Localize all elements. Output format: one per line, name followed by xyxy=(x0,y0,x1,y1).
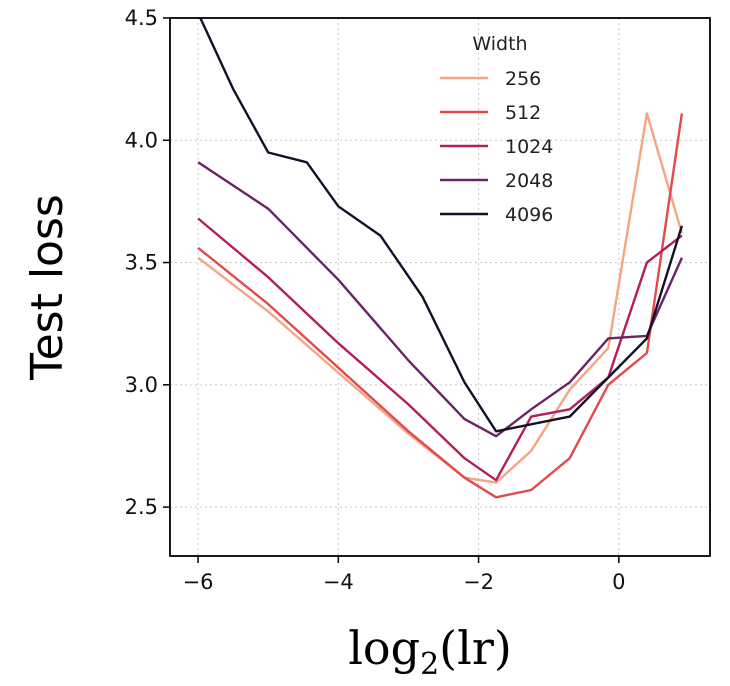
plot-frame xyxy=(169,17,711,557)
y-tick-label: 3.5 xyxy=(125,251,158,275)
series-group xyxy=(197,18,684,499)
y-tick-label: 4.5 xyxy=(125,6,158,30)
x-tick-label: 0 xyxy=(612,570,625,594)
x-tick-label: −6 xyxy=(183,570,214,594)
x-axis-label-sub: 2 xyxy=(420,647,439,682)
y-tick-label: 3.0 xyxy=(125,373,158,397)
legend-title: Width xyxy=(472,33,527,55)
series-line-2048 xyxy=(197,161,683,438)
legend: Width 256 512 1024 2048 4096 xyxy=(440,33,553,226)
grid xyxy=(170,17,710,556)
ticks: −6 −4 −2 0 2.5 3.0 3.5 4.0 4.5 xyxy=(125,6,626,594)
legend-label-1024: 1024 xyxy=(505,136,553,158)
y-tick-label: 2.5 xyxy=(125,495,158,519)
legend-items: 256 512 1024 2048 4096 xyxy=(440,68,553,226)
x-tick-label: −4 xyxy=(323,570,354,594)
x-tick-label: −2 xyxy=(463,570,494,594)
legend-label-4096: 4096 xyxy=(505,204,553,226)
series-line-1024 xyxy=(197,217,683,482)
series-line-4096 xyxy=(199,18,684,433)
y-axis-label: Test loss xyxy=(22,194,73,381)
legend-label-256: 256 xyxy=(505,68,541,90)
x-axis-label-arg: (lr) xyxy=(439,621,512,675)
series-line-512 xyxy=(197,113,684,499)
legend-label-512: 512 xyxy=(505,102,541,124)
series-line-256 xyxy=(197,112,684,484)
x-axis-label-base: log xyxy=(348,621,420,675)
x-axis-label: log2(lr) xyxy=(348,621,512,682)
legend-label-2048: 2048 xyxy=(505,170,553,192)
y-tick-label: 4.0 xyxy=(125,128,158,152)
